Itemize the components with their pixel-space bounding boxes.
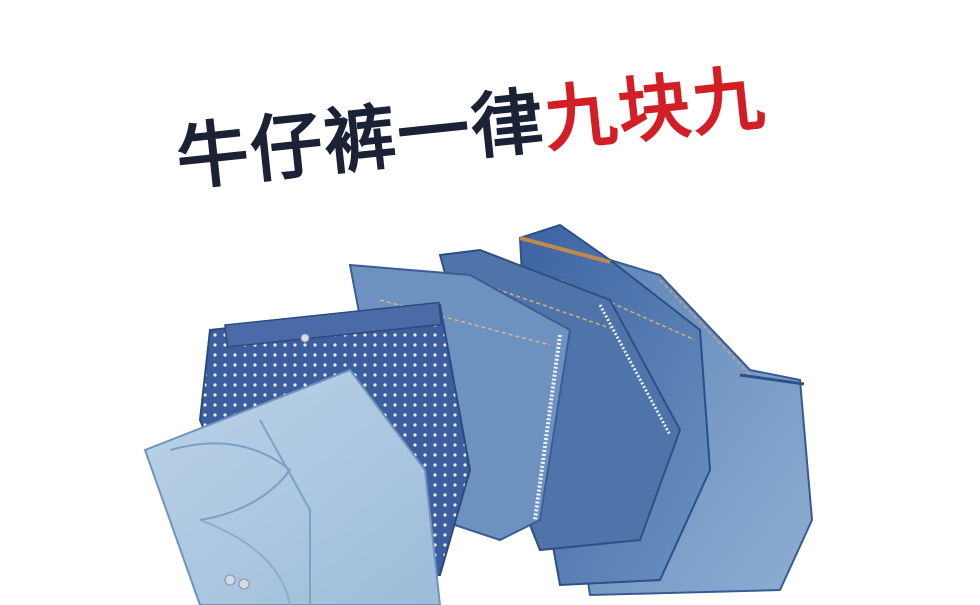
headline-price-text: 九块九: [540, 55, 770, 163]
promo-headline: 牛仔裤一律九块九: [170, 26, 830, 223]
headline-main-text: 牛仔裤一律: [172, 78, 550, 201]
jeans-stack-photo: [143, 223, 814, 605]
jeans-item: [143, 368, 442, 605]
